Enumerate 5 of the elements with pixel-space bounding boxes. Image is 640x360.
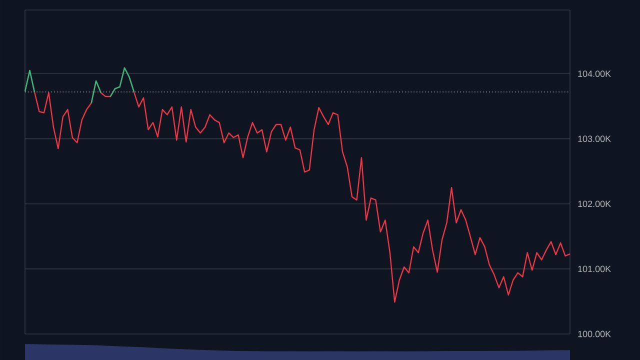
y-tick-label: 101.00K (578, 266, 611, 272)
y-tick-label: 102.00K (578, 200, 611, 208)
y-tick-label: 103.00K (578, 136, 611, 142)
y-tick-label: 100.00K (578, 330, 611, 338)
y-tick-label: 104.00K (578, 70, 611, 77)
